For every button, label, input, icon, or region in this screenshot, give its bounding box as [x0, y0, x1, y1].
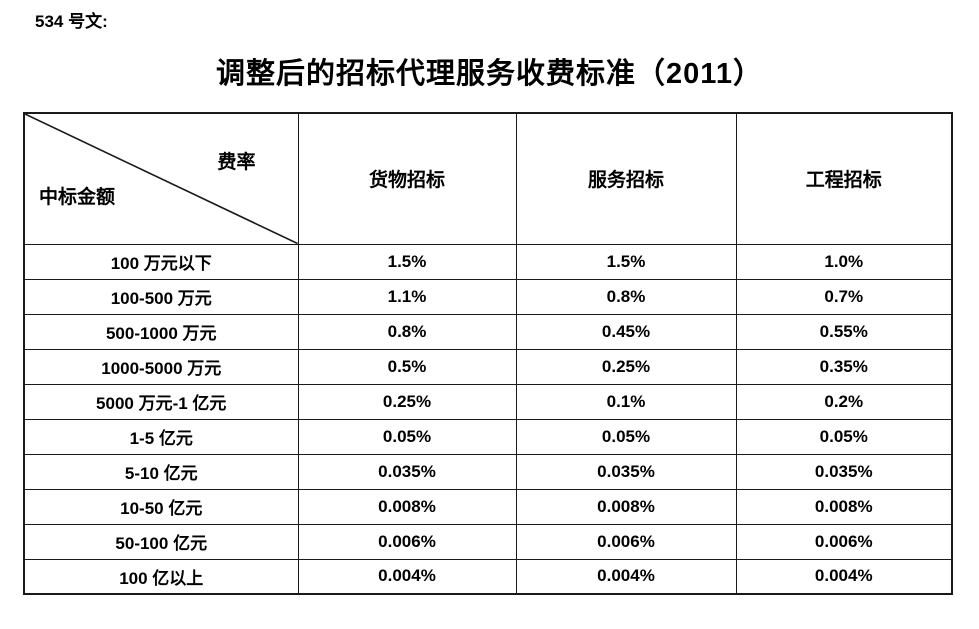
rate-cell: 0.05% — [515, 418, 737, 455]
rate-cell: 1.1% — [297, 278, 517, 315]
rate-cell: 0.05% — [297, 418, 517, 455]
table-row: 500-1000 万元 0.8% 0.45% 0.55% — [23, 313, 953, 350]
rate-cell: 0.8% — [515, 278, 737, 315]
rate-cell: 0.008% — [515, 488, 737, 525]
column-header-goods-bidding: 货物招标 — [297, 112, 517, 245]
table-row: 50-100 亿元 0.006% 0.006% 0.006% — [23, 523, 953, 560]
rate-cell: 0.035% — [735, 453, 953, 490]
rate-cell: 0.25% — [297, 383, 517, 420]
table-row: 1000-5000 万元 0.5% 0.25% 0.35% — [23, 348, 953, 385]
rate-cell: 0.25% — [515, 348, 737, 385]
rate-cell: 0.004% — [297, 558, 517, 595]
amount-cell: 100 亿以上 — [23, 558, 299, 595]
rate-cell: 0.008% — [735, 488, 953, 525]
amount-cell: 100-500 万元 — [23, 278, 299, 315]
fee-table-body: 100 万元以下 1.5% 1.5% 1.0% 100-500 万元 1.1% … — [23, 243, 953, 595]
rate-cell: 1.5% — [297, 243, 517, 280]
amount-cell: 1-5 亿元 — [23, 418, 299, 455]
rate-cell: 1.0% — [735, 243, 953, 280]
rate-cell: 0.1% — [515, 383, 737, 420]
corner-header-cell: 费率 中标金额 — [23, 112, 299, 245]
rate-cell: 0.55% — [735, 313, 953, 350]
rate-cell: 0.035% — [297, 453, 517, 490]
table-row: 5-10 亿元 0.035% 0.035% 0.035% — [23, 453, 953, 490]
amount-cell: 50-100 亿元 — [23, 523, 299, 560]
rate-cell: 0.45% — [515, 313, 737, 350]
table-row: 1-5 亿元 0.05% 0.05% 0.05% — [23, 418, 953, 455]
amount-cell: 100 万元以下 — [23, 243, 299, 280]
rate-cell: 0.006% — [297, 523, 517, 560]
fee-table-header: 费率 中标金额 货物招标 服务招标 工程招标 — [23, 112, 953, 245]
page-title: 调整后的招标代理服务收费标准（2011） — [216, 58, 763, 90]
diagonal-divider-line — [25, 114, 298, 244]
amount-cell: 10-50 亿元 — [23, 488, 299, 525]
table-row: 100-500 万元 1.1% 0.8% 0.7% — [23, 278, 953, 315]
rate-cell: 0.008% — [297, 488, 517, 525]
rate-cell: 0.2% — [735, 383, 953, 420]
corner-rate-label: 费率 — [217, 152, 256, 173]
column-header-engineering-bidding: 工程招标 — [735, 112, 953, 245]
rate-cell: 0.35% — [735, 348, 953, 385]
table-row: 100 亿以上 0.004% 0.004% 0.004% — [23, 558, 953, 595]
amount-cell: 5-10 亿元 — [23, 453, 299, 490]
corner-amount-label: 中标金额 — [39, 187, 116, 208]
rate-cell: 0.7% — [735, 278, 953, 315]
column-header-service-bidding: 服务招标 — [515, 112, 737, 245]
amount-cell: 1000-5000 万元 — [23, 348, 299, 385]
amount-cell: 500-1000 万元 — [23, 313, 299, 350]
fee-table: 费率 中标金额 货物招标 服务招标 工程招标 100 万元以下 1.5% 1.5… — [23, 112, 953, 595]
rate-cell: 0.8% — [297, 313, 517, 350]
rate-cell: 1.5% — [515, 243, 737, 280]
amount-cell: 5000 万元-1 亿元 — [23, 383, 299, 420]
rate-cell: 0.006% — [735, 523, 953, 560]
rate-cell: 0.5% — [297, 348, 517, 385]
header-row: 费率 中标金额 货物招标 服务招标 工程招标 — [23, 112, 953, 245]
doc-number-label: 534 号文: — [35, 12, 108, 31]
rate-cell: 0.006% — [515, 523, 737, 560]
rate-cell: 0.004% — [515, 558, 737, 595]
table-row: 10-50 亿元 0.008% 0.008% 0.008% — [23, 488, 953, 525]
rate-cell: 0.05% — [735, 418, 953, 455]
table-row: 5000 万元-1 亿元 0.25% 0.1% 0.2% — [23, 383, 953, 420]
rate-cell: 0.004% — [735, 558, 953, 595]
rate-cell: 0.035% — [515, 453, 737, 490]
table-row: 100 万元以下 1.5% 1.5% 1.0% — [23, 243, 953, 280]
